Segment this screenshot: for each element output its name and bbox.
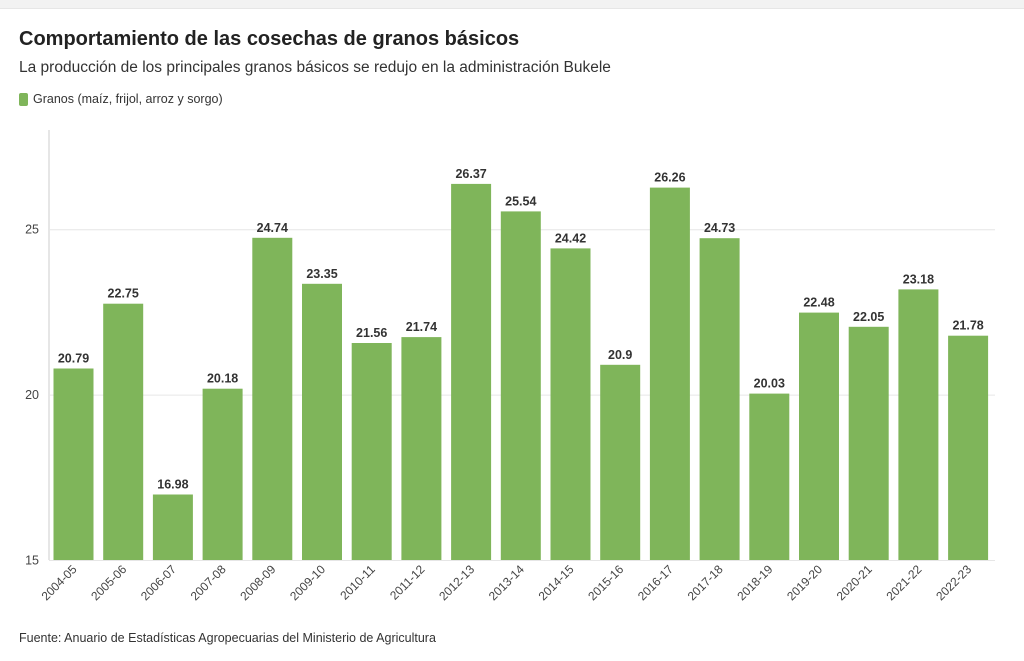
x-tick-label: 2005-06 [88, 562, 129, 603]
bar [550, 248, 591, 560]
bar-value-label: 24.42 [555, 231, 586, 245]
x-tick-label: 2020-21 [834, 562, 875, 603]
bar [53, 368, 94, 560]
bar [252, 237, 293, 561]
legend-swatch [19, 92, 28, 106]
x-tick-label: 2008-09 [237, 562, 278, 603]
bar [749, 393, 790, 560]
bar [649, 187, 690, 560]
y-tick-label: 25 [25, 223, 39, 237]
bar [152, 494, 193, 560]
bar [799, 312, 839, 560]
x-tick-label: 2010-11 [337, 562, 378, 603]
bar [600, 364, 641, 560]
bar-value-label: 23.18 [903, 272, 934, 286]
bar-value-label: 21.56 [356, 326, 387, 340]
x-tick-label: 2004-05 [39, 562, 80, 603]
bar-value-label: 21.74 [406, 320, 437, 334]
bar-value-label: 25.54 [505, 194, 536, 208]
x-tick-label: 2019-20 [784, 562, 825, 603]
bar [103, 303, 144, 560]
bars-layer [53, 183, 989, 561]
y-axis-ticks: 15 20 25 [25, 223, 39, 568]
bar [898, 289, 939, 560]
x-tick-label: 2014-15 [536, 562, 577, 603]
x-tick-label: 2022-23 [933, 562, 974, 603]
bar-value-label: 26.26 [654, 171, 685, 185]
chart-subtitle: La producción de los principales granos … [19, 59, 611, 76]
bar [699, 238, 740, 560]
x-tick-label: 2015-16 [585, 562, 626, 603]
x-axis-ticks: 2004-05 2005-06 2006-07 2007-08 2008-09 2009-… [39, 562, 975, 603]
source-note: Fuente: Anuario de Estadísticas Agropecu… [19, 631, 436, 645]
bar [401, 337, 442, 560]
value-labels-layer: 20.79 22.75 16.98 20.18 24.74 23.35 21.56 21.74… [58, 167, 984, 492]
x-tick-label: 2006-07 [138, 562, 179, 603]
bar [848, 326, 889, 560]
x-tick-label: 2016-17 [635, 562, 676, 603]
legend: Granos (maíz, frijol, arroz y sorgo) [19, 92, 223, 106]
legend-label: Granos (maíz, frijol, arroz y sorgo) [33, 92, 223, 106]
bar-value-label: 23.35 [306, 267, 337, 281]
x-tick-label: 2017-18 [685, 562, 726, 603]
bar [302, 283, 342, 560]
bar-value-label: 20.9 [608, 348, 632, 362]
bar-value-label: 24.74 [257, 221, 288, 235]
bar-value-label: 26.37 [455, 167, 486, 181]
bar-value-label: 20.79 [58, 352, 89, 366]
bar [500, 211, 541, 560]
bar-value-label: 20.18 [207, 372, 238, 386]
bar [351, 343, 392, 560]
x-tick-label: 2018-19 [734, 562, 775, 603]
x-tick-label: 2011-12 [387, 562, 428, 603]
bar [451, 183, 492, 560]
bar-chart: 20.79 22.75 16.98 20.18 24.74 23.35 21.56 21.74… [25, 130, 995, 603]
bar-value-label: 22.05 [853, 310, 884, 324]
bar-value-label: 22.75 [108, 287, 139, 301]
top-rule [0, 0, 1024, 9]
y-tick-label: 20 [25, 388, 39, 402]
x-tick-label: 2013-14 [486, 562, 527, 603]
chart-title: Comportamiento de las cosechas de granos… [19, 28, 520, 50]
x-tick-label: 2009-10 [287, 562, 328, 603]
bar-value-label: 16.98 [157, 478, 188, 492]
bar [202, 388, 243, 560]
bar [948, 335, 989, 560]
y-tick-label: 15 [25, 554, 39, 568]
bar-value-label: 24.73 [704, 221, 735, 235]
x-tick-label: 2021-22 [883, 562, 924, 603]
bar-value-label: 20.03 [754, 377, 785, 391]
x-tick-label: 2007-08 [188, 562, 229, 603]
bar-value-label: 22.48 [803, 296, 834, 310]
x-tick-label: 2012-13 [436, 562, 477, 603]
bar-value-label: 21.78 [952, 319, 983, 333]
